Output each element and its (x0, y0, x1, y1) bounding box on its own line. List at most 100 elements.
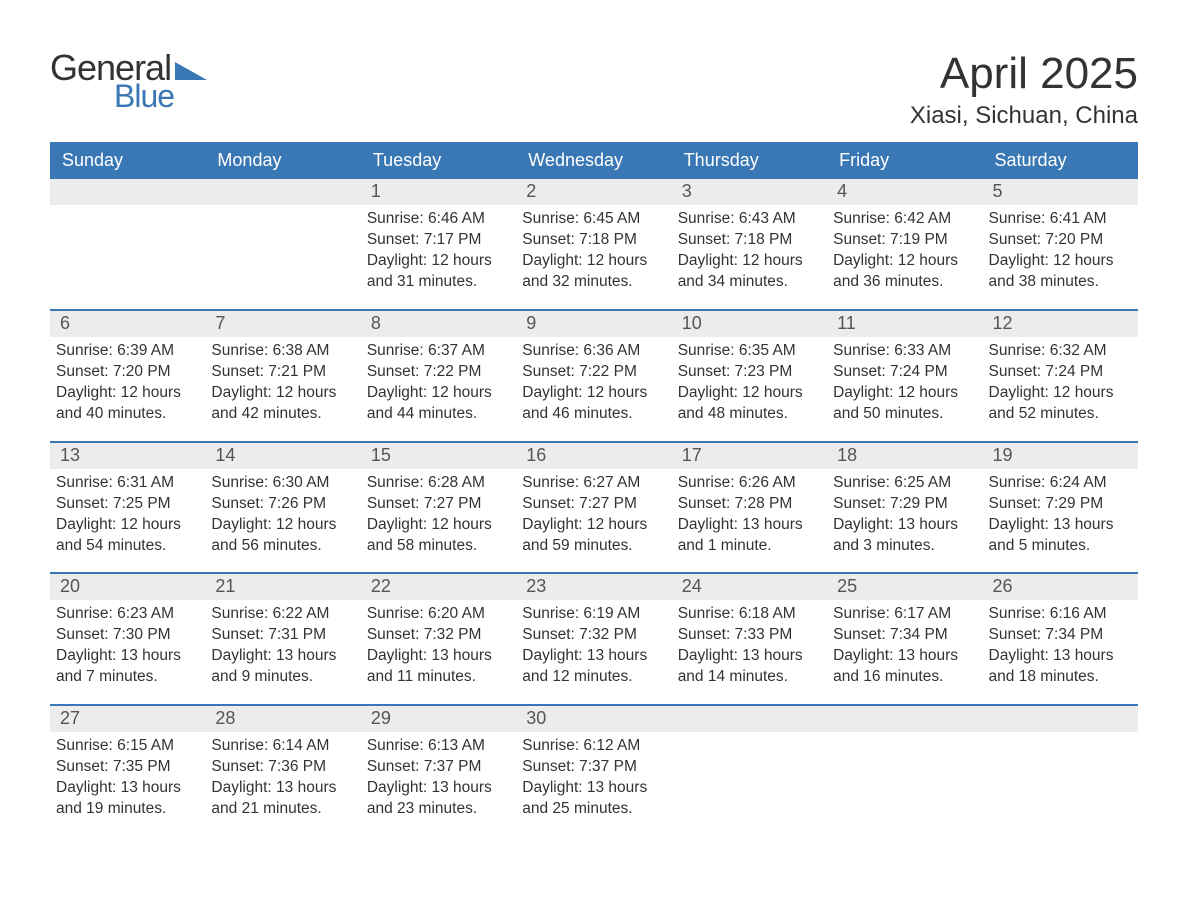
day-body: Sunrise: 6:45 AMSunset: 7:18 PMDaylight:… (516, 205, 671, 299)
day-number: 27 (50, 706, 205, 732)
daylight-text: Daylight: 12 hours and 56 minutes. (211, 515, 354, 557)
sunset-text: Sunset: 7:34 PM (833, 625, 976, 646)
day-body: Sunrise: 6:31 AMSunset: 7:25 PMDaylight:… (50, 469, 205, 563)
day-number: 13 (50, 443, 205, 469)
day-cell: 24Sunrise: 6:18 AMSunset: 7:33 PMDayligh… (672, 574, 827, 694)
sunset-text: Sunset: 7:19 PM (833, 230, 976, 251)
sunset-text: Sunset: 7:28 PM (678, 494, 821, 515)
month-title: April 2025 (910, 50, 1138, 98)
sunrise-text: Sunrise: 6:14 AM (211, 736, 354, 757)
sunset-text: Sunset: 7:27 PM (522, 494, 665, 515)
weekday-header: Sunday (50, 142, 205, 179)
day-number: 24 (672, 574, 827, 600)
sunrise-text: Sunrise: 6:16 AM (989, 604, 1132, 625)
day-body: Sunrise: 6:15 AMSunset: 7:35 PMDaylight:… (50, 732, 205, 826)
day-number: 14 (205, 443, 360, 469)
daylight-text: Daylight: 13 hours and 12 minutes. (522, 646, 665, 688)
day-cell: 26Sunrise: 6:16 AMSunset: 7:34 PMDayligh… (983, 574, 1138, 694)
sunrise-text: Sunrise: 6:42 AM (833, 209, 976, 230)
day-number: 30 (516, 706, 671, 732)
sunset-text: Sunset: 7:30 PM (56, 625, 199, 646)
daylight-text: Daylight: 13 hours and 21 minutes. (211, 778, 354, 820)
title-block: April 2025 Xiasi, Sichuan, China (910, 50, 1138, 130)
day-cell (983, 706, 1138, 826)
daylight-text: Daylight: 12 hours and 38 minutes. (989, 251, 1132, 293)
day-number: 2 (516, 179, 671, 205)
day-body: Sunrise: 6:12 AMSunset: 7:37 PMDaylight:… (516, 732, 671, 826)
day-number: 28 (205, 706, 360, 732)
daylight-text: Daylight: 13 hours and 25 minutes. (522, 778, 665, 820)
sunset-text: Sunset: 7:32 PM (367, 625, 510, 646)
week-row: 27Sunrise: 6:15 AMSunset: 7:35 PMDayligh… (50, 704, 1138, 826)
daylight-text: Daylight: 12 hours and 42 minutes. (211, 383, 354, 425)
day-number: 12 (983, 311, 1138, 337)
day-body: Sunrise: 6:20 AMSunset: 7:32 PMDaylight:… (361, 600, 516, 694)
day-number: 29 (361, 706, 516, 732)
week-row: 13Sunrise: 6:31 AMSunset: 7:25 PMDayligh… (50, 441, 1138, 563)
daylight-text: Daylight: 13 hours and 11 minutes. (367, 646, 510, 688)
sunrise-text: Sunrise: 6:12 AM (522, 736, 665, 757)
sunrise-text: Sunrise: 6:13 AM (367, 736, 510, 757)
day-number: 16 (516, 443, 671, 469)
sunset-text: Sunset: 7:22 PM (522, 362, 665, 383)
sunrise-text: Sunrise: 6:23 AM (56, 604, 199, 625)
weekday-header: Monday (205, 142, 360, 179)
sunset-text: Sunset: 7:29 PM (833, 494, 976, 515)
daylight-text: Daylight: 12 hours and 44 minutes. (367, 383, 510, 425)
sunrise-text: Sunrise: 6:35 AM (678, 341, 821, 362)
daylight-text: Daylight: 12 hours and 59 minutes. (522, 515, 665, 557)
day-number: 20 (50, 574, 205, 600)
daylight-text: Daylight: 12 hours and 52 minutes. (989, 383, 1132, 425)
day-body: Sunrise: 6:17 AMSunset: 7:34 PMDaylight:… (827, 600, 982, 694)
day-body: Sunrise: 6:46 AMSunset: 7:17 PMDaylight:… (361, 205, 516, 299)
day-cell: 21Sunrise: 6:22 AMSunset: 7:31 PMDayligh… (205, 574, 360, 694)
day-number: 6 (50, 311, 205, 337)
weekday-header: Tuesday (361, 142, 516, 179)
day-cell: 30Sunrise: 6:12 AMSunset: 7:37 PMDayligh… (516, 706, 671, 826)
day-body (50, 205, 205, 293)
day-body: Sunrise: 6:26 AMSunset: 7:28 PMDaylight:… (672, 469, 827, 563)
day-number: 21 (205, 574, 360, 600)
day-body: Sunrise: 6:28 AMSunset: 7:27 PMDaylight:… (361, 469, 516, 563)
sunset-text: Sunset: 7:29 PM (989, 494, 1132, 515)
day-number (983, 706, 1138, 732)
sunrise-text: Sunrise: 6:43 AM (678, 209, 821, 230)
day-number: 10 (672, 311, 827, 337)
sunset-text: Sunset: 7:21 PM (211, 362, 354, 383)
day-body: Sunrise: 6:22 AMSunset: 7:31 PMDaylight:… (205, 600, 360, 694)
week-row: 1Sunrise: 6:46 AMSunset: 7:17 PMDaylight… (50, 179, 1138, 299)
sunrise-text: Sunrise: 6:17 AM (833, 604, 976, 625)
sunrise-text: Sunrise: 6:41 AM (989, 209, 1132, 230)
daylight-text: Daylight: 12 hours and 54 minutes. (56, 515, 199, 557)
day-body: Sunrise: 6:43 AMSunset: 7:18 PMDaylight:… (672, 205, 827, 299)
sunrise-text: Sunrise: 6:32 AM (989, 341, 1132, 362)
daylight-text: Daylight: 13 hours and 3 minutes. (833, 515, 976, 557)
day-body (205, 205, 360, 293)
day-number: 4 (827, 179, 982, 205)
day-cell: 6Sunrise: 6:39 AMSunset: 7:20 PMDaylight… (50, 311, 205, 431)
sunrise-text: Sunrise: 6:22 AM (211, 604, 354, 625)
day-body: Sunrise: 6:30 AMSunset: 7:26 PMDaylight:… (205, 469, 360, 563)
day-cell: 5Sunrise: 6:41 AMSunset: 7:20 PMDaylight… (983, 179, 1138, 299)
sunrise-text: Sunrise: 6:33 AM (833, 341, 976, 362)
day-number (672, 706, 827, 732)
day-number: 8 (361, 311, 516, 337)
day-body: Sunrise: 6:16 AMSunset: 7:34 PMDaylight:… (983, 600, 1138, 694)
sunrise-text: Sunrise: 6:36 AM (522, 341, 665, 362)
sunset-text: Sunset: 7:25 PM (56, 494, 199, 515)
day-cell: 15Sunrise: 6:28 AMSunset: 7:27 PMDayligh… (361, 443, 516, 563)
daylight-text: Daylight: 13 hours and 7 minutes. (56, 646, 199, 688)
day-cell: 27Sunrise: 6:15 AMSunset: 7:35 PMDayligh… (50, 706, 205, 826)
day-number: 1 (361, 179, 516, 205)
day-number: 17 (672, 443, 827, 469)
sunrise-text: Sunrise: 6:30 AM (211, 473, 354, 494)
day-body: Sunrise: 6:39 AMSunset: 7:20 PMDaylight:… (50, 337, 205, 431)
day-cell: 14Sunrise: 6:30 AMSunset: 7:26 PMDayligh… (205, 443, 360, 563)
day-body: Sunrise: 6:13 AMSunset: 7:37 PMDaylight:… (361, 732, 516, 826)
daylight-text: Daylight: 12 hours and 46 minutes. (522, 383, 665, 425)
day-number (205, 179, 360, 205)
day-body: Sunrise: 6:35 AMSunset: 7:23 PMDaylight:… (672, 337, 827, 431)
calendar-page: General Blue April 2025 Xiasi, Sichuan, … (50, 50, 1138, 826)
header-section: General Blue April 2025 Xiasi, Sichuan, … (50, 50, 1138, 130)
day-cell: 19Sunrise: 6:24 AMSunset: 7:29 PMDayligh… (983, 443, 1138, 563)
